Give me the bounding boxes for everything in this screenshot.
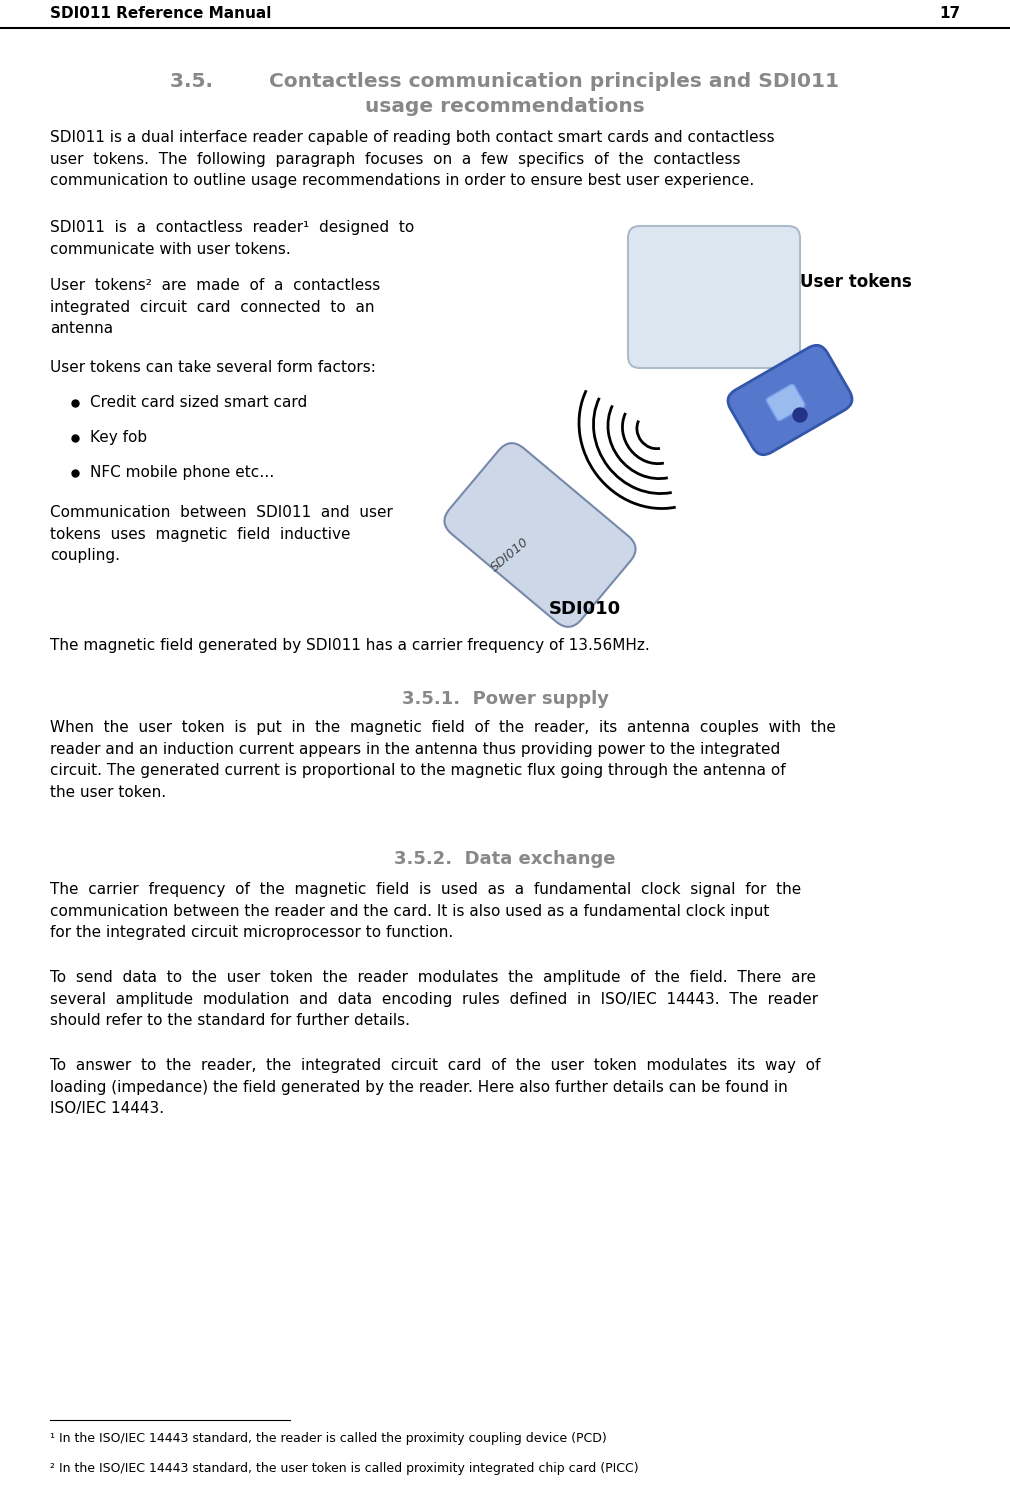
- Text: SDI011 Reference Manual: SDI011 Reference Manual: [50, 6, 272, 21]
- Text: ¹ In the ISO/IEC 14443 standard, the reader is called the proximity coupling dev: ¹ In the ISO/IEC 14443 standard, the rea…: [50, 1432, 607, 1444]
- Circle shape: [793, 408, 807, 422]
- FancyBboxPatch shape: [628, 226, 800, 368]
- Text: Communication  between  SDI011  and  user
tokens  uses  magnetic  field  inducti: Communication between SDI011 and user to…: [50, 506, 393, 562]
- Text: SDI010: SDI010: [549, 600, 621, 618]
- Text: SDI010: SDI010: [489, 536, 531, 574]
- Text: 3.5.2.  Data exchange: 3.5.2. Data exchange: [394, 850, 616, 868]
- Text: 3.5.        Contactless communication principles and SDI011: 3.5. Contactless communication principle…: [171, 72, 839, 92]
- Text: SDI011 is a dual interface reader capable of reading both contact smart cards an: SDI011 is a dual interface reader capabl…: [50, 130, 775, 188]
- Text: The  carrier  frequency  of  the  magnetic  field  is  used  as  a  fundamental : The carrier frequency of the magnetic fi…: [50, 882, 801, 940]
- Text: Key fob: Key fob: [90, 430, 147, 445]
- Text: User  tokens²  are  made  of  a  contactless
integrated  circuit  card  connecte: User tokens² are made of a contactless i…: [50, 278, 380, 336]
- FancyBboxPatch shape: [767, 384, 805, 422]
- Text: 17: 17: [939, 6, 960, 21]
- Text: usage recommendations: usage recommendations: [366, 98, 644, 116]
- FancyBboxPatch shape: [728, 345, 852, 454]
- Text: To  send  data  to  the  user  token  the  reader  modulates  the  amplitude  of: To send data to the user token the reade…: [50, 970, 818, 1028]
- Text: SDI011  is  a  contactless  reader¹  designed  to
communicate with user tokens.: SDI011 is a contactless reader¹ designed…: [50, 220, 414, 256]
- Text: ² In the ISO/IEC 14443 standard, the user token is called proximity integrated c: ² In the ISO/IEC 14443 standard, the use…: [50, 1462, 638, 1474]
- Text: Credit card sized smart card: Credit card sized smart card: [90, 394, 307, 410]
- Text: To  answer  to  the  reader,  the  integrated  circuit  card  of  the  user  tok: To answer to the reader, the integrated …: [50, 1058, 820, 1116]
- Text: 3.5.1.  Power supply: 3.5.1. Power supply: [402, 690, 608, 708]
- Text: NFC mobile phone etc…: NFC mobile phone etc…: [90, 465, 275, 480]
- Text: User tokens can take several form factors:: User tokens can take several form factor…: [50, 360, 376, 375]
- FancyBboxPatch shape: [444, 442, 635, 627]
- Text: The magnetic field generated by SDI011 has a carrier frequency of 13.56MHz.: The magnetic field generated by SDI011 h…: [50, 638, 649, 652]
- Text: User tokens: User tokens: [800, 273, 912, 291]
- Text: When  the  user  token  is  put  in  the  magnetic  field  of  the  reader,  its: When the user token is put in the magnet…: [50, 720, 836, 800]
